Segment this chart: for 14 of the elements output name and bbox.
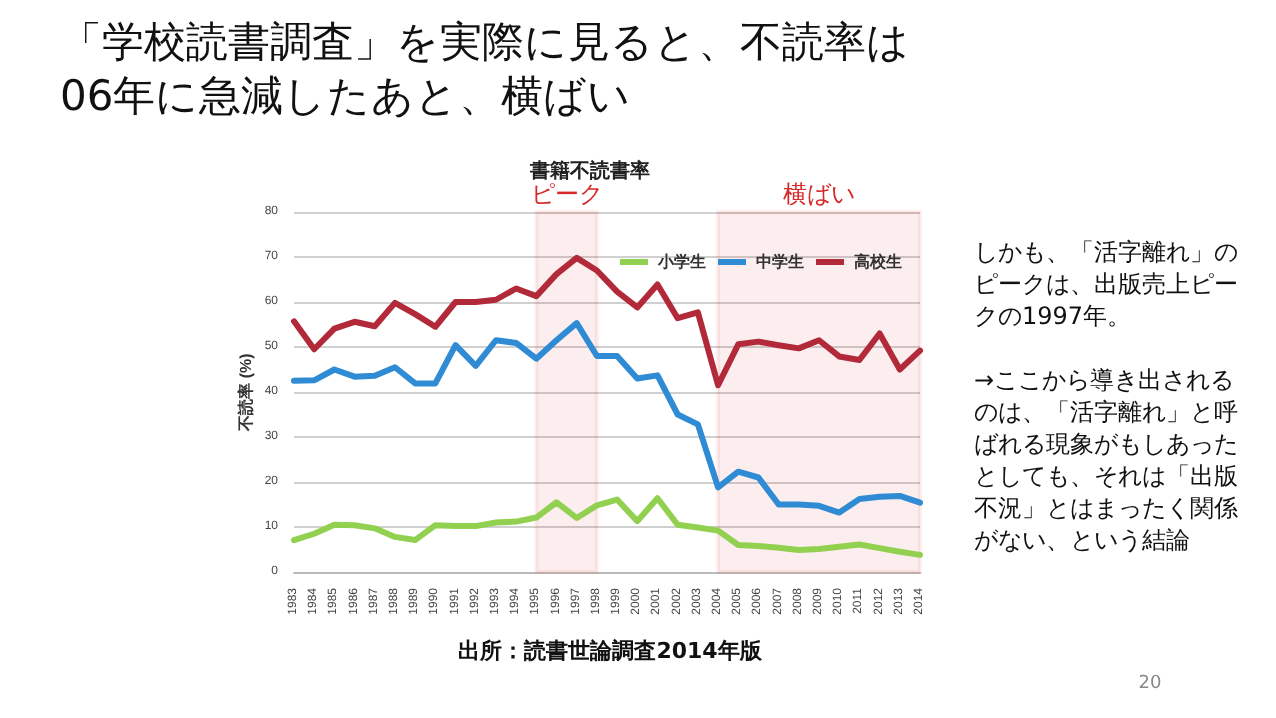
line-series [291, 254, 923, 389]
band-label: ピーク [530, 180, 603, 208]
chart-subtitle: 書籍不読書率 [528, 159, 650, 183]
line-series [291, 320, 923, 516]
y-axis-title: 不読率 (%) [235, 352, 255, 433]
text: しかも、「活字離れ」のピークは、出版売上ピークの1997年。 →ここから導き出されるのは、「活字離れ」と呼ばれる現象がもしあったとしても、それは「出版不況」とはまったく関係がない、という結論 [974, 238, 1238, 554]
line-series [291, 495, 923, 558]
text: 出所：読書世論調査2014年版 [456, 636, 764, 666]
legend-label: 高校生 [854, 251, 902, 271]
legend-label: 小学生 [656, 253, 706, 271]
chart-title: 「学校読書調査」を実際に見ると、不読率は06年に急減したあと、横ばい [60, 16, 912, 124]
band-label: 横ばい [783, 180, 856, 208]
text: 20 [1136, 674, 1164, 694]
legend-label: 中学生 [756, 253, 804, 271]
